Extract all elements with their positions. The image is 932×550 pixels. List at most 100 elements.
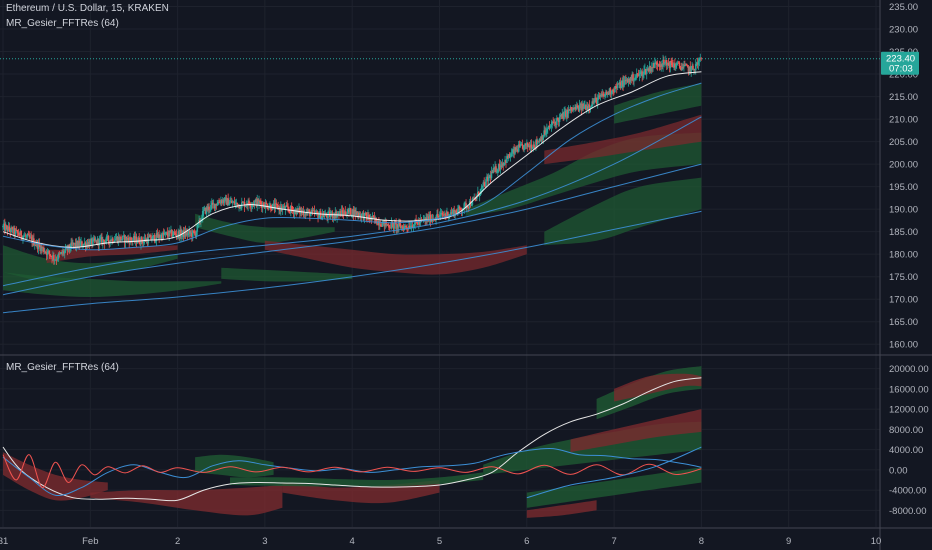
candle-body (357, 212, 359, 215)
candle-body (333, 216, 336, 219)
candle-body (258, 200, 260, 205)
candle-body (320, 216, 323, 220)
candle-body (76, 241, 79, 247)
candle-body (196, 224, 199, 232)
candle-body (513, 149, 515, 154)
candle-body (696, 62, 699, 65)
candle-body (27, 234, 30, 235)
candle-body (615, 86, 617, 87)
candle-body (439, 212, 442, 215)
candle-body (277, 205, 279, 210)
candle-body (426, 217, 428, 222)
candle-body (600, 95, 603, 97)
candle-body (230, 201, 233, 204)
candle-body (105, 236, 108, 242)
candle-body (41, 246, 43, 249)
candle-body (262, 203, 265, 207)
price-pane[interactable] (2, 53, 702, 314)
indicator-tick-label: -8000.00 (889, 506, 927, 517)
time-tick-label: 10 (871, 536, 882, 547)
candle-body (484, 183, 486, 187)
candle-body (408, 225, 411, 229)
price-tick-label: 210.00 (889, 115, 918, 126)
band-green-7 (544, 177, 702, 246)
candle-body (43, 247, 45, 253)
candle-body (390, 222, 393, 229)
last-price-badge[interactable] (881, 51, 919, 75)
candle-body (669, 60, 672, 69)
candle-body (165, 232, 168, 233)
candle-body (135, 236, 138, 244)
candle-body (544, 130, 546, 135)
candle-body (625, 80, 627, 82)
indicator-legend-main[interactable]: MR_Gesier_FFTRes (64) (6, 18, 119, 29)
candle-body (115, 236, 118, 239)
candle-body (47, 250, 50, 252)
candle-body (32, 238, 34, 244)
candle-body (188, 230, 190, 233)
time-tick-label: 7 (611, 536, 616, 547)
candle-body (578, 105, 581, 112)
candle-body (23, 235, 26, 237)
candle-body (157, 234, 160, 238)
candle-body (649, 66, 652, 72)
candle-body (342, 212, 345, 215)
candle-body (556, 118, 559, 120)
candle-body (654, 62, 657, 64)
candle-body (338, 213, 340, 215)
indicator-tick-label: 8000.00 (889, 425, 923, 436)
candle-body (480, 187, 483, 190)
candle-body (2, 225, 4, 228)
sub-band-red-6 (570, 409, 702, 453)
candle-body (9, 230, 12, 233)
candle-body (61, 252, 63, 254)
candle-body (662, 59, 664, 67)
time-tick-label: 2 (175, 536, 180, 547)
price-tick-label: 215.00 (889, 92, 918, 103)
candle-body (87, 242, 90, 247)
candle-body (85, 243, 88, 248)
candle-body (256, 199, 259, 207)
candle-body (691, 65, 693, 67)
candle-body (340, 210, 343, 217)
candle-body (482, 182, 485, 186)
candle-body (48, 250, 51, 255)
candle-body (285, 205, 288, 207)
candle-body (351, 209, 354, 215)
candle-body (4, 225, 7, 231)
sub-band-red-10 (526, 500, 597, 518)
candle-body (319, 211, 322, 220)
candle-body (108, 240, 111, 244)
candle-body (187, 232, 190, 236)
candle-body (176, 235, 179, 237)
candle-body (75, 241, 78, 247)
indicator-legend-sub[interactable]: MR_Gesier_FFTRes (64) (6, 362, 119, 373)
candle-body (675, 63, 678, 66)
candle-body (403, 226, 406, 231)
candle-body (550, 124, 553, 127)
candle-body (527, 145, 530, 147)
candle-body (378, 224, 381, 226)
candle-body (564, 111, 566, 113)
candle-body (537, 141, 540, 143)
candle-body (132, 239, 134, 242)
candle-body (314, 212, 317, 214)
candle-body (678, 62, 681, 66)
indicator-pane[interactable] (2, 366, 702, 518)
candle-body (671, 62, 673, 66)
candle-body (180, 229, 182, 237)
candle-body (269, 204, 271, 208)
candle-body (57, 253, 60, 260)
candle-body (536, 141, 539, 145)
candle-body (617, 83, 620, 85)
candle-body (12, 228, 14, 233)
candle-body (58, 253, 61, 255)
time-tick-label: 9 (786, 536, 791, 547)
candle-body (496, 171, 498, 173)
candle-body (28, 234, 31, 238)
chart-title[interactable]: Ethereum / U.S. Dollar, 15, KRAKEN (6, 3, 169, 14)
indicator-tick-label: 4000.00 (889, 445, 923, 456)
price-tick-label: 235.00 (889, 2, 918, 13)
